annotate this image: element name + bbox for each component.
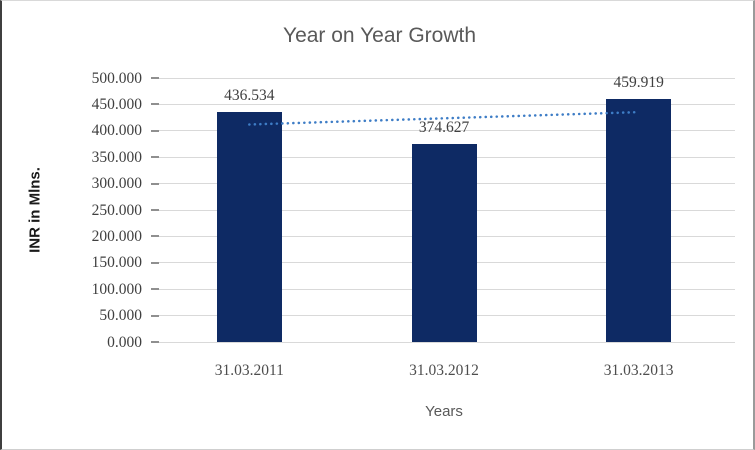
y-tick-label: 150.000 [91,254,142,272]
y-tick-mark [151,182,159,185]
y-tick-label: 400.000 [91,122,142,140]
gridline [151,77,735,79]
y-tick-mark [151,314,159,317]
y-tick-mark [151,235,159,238]
x-tick-label: 31.03.2011 [214,362,284,379]
y-tick-label: 200.000 [91,227,142,245]
y-tick-label: 0.000 [107,333,142,351]
x-tick-label: 31.03.2013 [603,362,674,379]
bar [606,99,672,342]
y-tick-mark [151,261,159,264]
gridline [151,341,735,343]
bar [216,111,282,342]
y-tick-mark [151,341,159,343]
y-tick-mark [151,129,159,132]
x-axis-title: Years [425,403,463,420]
bar [411,144,477,342]
y-tick-label: 300.000 [91,175,142,193]
y-tick-mark [151,209,159,211]
y-tick-label: 100.000 [91,280,142,298]
y-tick-mark [151,156,159,159]
chart-title: Year on Year Growth [282,24,477,47]
gridline [151,130,735,132]
y-tick-label: 50.000 [99,307,142,325]
y-tick-label: 450.000 [91,95,142,113]
y-tick-label: 250.000 [91,201,142,219]
bar-data-label: 436.534 [224,86,275,104]
y-tick-label: 350.000 [91,148,142,166]
y-tick-mark [151,77,159,79]
y-tick-mark [151,288,159,291]
bar-data-label: 374.627 [418,119,470,137]
y-tick-mark [151,103,159,106]
x-tick-label: 31.03.2012 [409,362,479,379]
gridline [151,103,735,105]
y-tick-label: 500.000 [91,69,142,87]
bar-data-label: 459.919 [613,74,664,92]
